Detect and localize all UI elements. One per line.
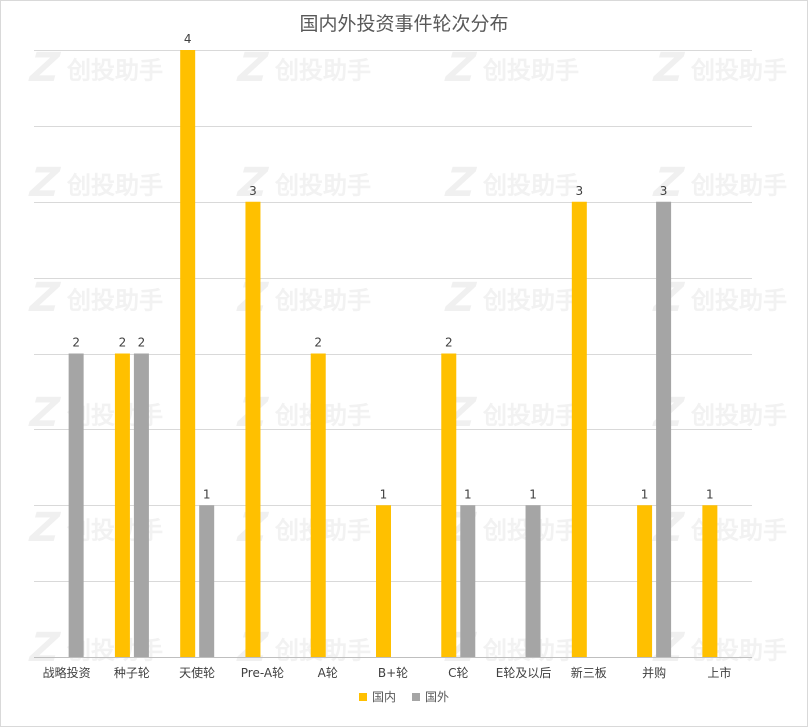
watermark-text: 创投助手 — [483, 286, 580, 315]
watermark-text: 创投助手 — [691, 401, 788, 430]
watermark-text: 创投助手 — [483, 171, 580, 200]
bar-domestic — [637, 505, 653, 657]
x-tick-label: E轮及以后 — [496, 666, 552, 680]
x-tick-label: 上市 — [707, 665, 731, 680]
watermark-tile: Z创投助手 — [440, 275, 580, 321]
watermark-tile: Z创投助手 — [440, 160, 580, 206]
bar-domestic — [441, 353, 457, 657]
x-tick-label: Pre-A轮 — [241, 666, 284, 680]
x-tick-label: 种子轮 — [114, 666, 150, 680]
watermark-text: 创投助手 — [691, 171, 788, 200]
x-tick-label: 新三板 — [571, 665, 607, 680]
data-label: 2 — [72, 336, 80, 350]
bar-foreign — [656, 201, 672, 657]
data-label: 2 — [138, 336, 146, 350]
data-label: 1 — [706, 487, 714, 501]
watermark-tile: Z创投助手 — [440, 45, 580, 91]
x-tick-label: 天使轮 — [179, 665, 215, 680]
bar-domestic — [571, 201, 587, 657]
watermark-text: 创投助手 — [483, 401, 580, 430]
watermark-tile: Z创投助手 — [232, 275, 372, 321]
legend-swatch — [358, 692, 367, 701]
watermark-tile: Z创投助手 — [440, 390, 580, 436]
bar-foreign — [133, 353, 149, 657]
legend-item: 国内 — [358, 688, 396, 705]
watermark-text: 创投助手 — [67, 56, 164, 85]
legend-label: 国外 — [425, 690, 450, 704]
legend: 国内 国外 — [0, 688, 808, 705]
watermark-tile: Z创投助手 — [24, 275, 164, 321]
data-label: 1 — [203, 487, 211, 501]
bar-domestic — [180, 50, 196, 657]
data-label: 3 — [575, 184, 583, 198]
bar-domestic — [310, 353, 326, 657]
data-label: 1 — [464, 487, 472, 501]
watermark-text: 创投助手 — [275, 171, 372, 200]
watermark-text: 创投助手 — [275, 286, 372, 315]
watermark-text: 创投助手 — [275, 56, 372, 85]
watermark-text: 创投助手 — [67, 286, 164, 315]
watermark-text: 创投助手 — [691, 286, 788, 315]
bar-foreign — [199, 505, 215, 657]
watermark-tile: Z创投助手 — [232, 45, 372, 91]
watermark-tile: Z创投助手 — [648, 160, 788, 206]
data-label: 3 — [249, 184, 257, 198]
x-tick-label: B+轮 — [378, 666, 408, 680]
bar-domestic — [702, 505, 718, 657]
x-tick-label: 并购 — [642, 665, 666, 680]
data-label: 3 — [660, 184, 668, 198]
watermark-tile: Z创投助手 — [648, 45, 788, 91]
data-label: 2 — [314, 336, 322, 350]
bar-foreign — [68, 353, 84, 657]
watermark-text: 创投助手 — [67, 171, 164, 200]
legend-label: 国内 — [371, 690, 396, 704]
bar-domestic — [245, 201, 261, 657]
bar-foreign — [525, 505, 541, 657]
data-label: 1 — [529, 487, 537, 501]
data-label: 2 — [445, 336, 453, 350]
watermark-tile: Z创投助手 — [648, 275, 788, 321]
watermark-text: 创投助手 — [691, 56, 788, 85]
watermark-text: 创投助手 — [483, 56, 580, 85]
data-label: 4 — [184, 32, 192, 46]
chart-title: 国内外投资事件轮次分布 — [299, 13, 509, 35]
bar-domestic — [114, 353, 130, 657]
legend-swatch — [412, 692, 420, 701]
x-tick-label: C轮 — [448, 666, 468, 680]
data-label: 1 — [380, 487, 388, 501]
watermark-tile: Z创投助手 — [24, 160, 164, 206]
x-tick-label: 战略投资 — [43, 665, 91, 680]
data-label: 1 — [641, 487, 649, 501]
data-label: 2 — [119, 336, 127, 350]
watermark-tile: Z创投助手 — [24, 45, 164, 91]
bar-domestic — [376, 505, 391, 657]
x-tick-label: A轮 — [318, 666, 338, 680]
legend-item: 国外 — [412, 688, 449, 705]
watermark-tile: Z创投助手 — [232, 160, 372, 206]
watermark-tile: Z创投助手 — [648, 390, 788, 436]
bar-foreign — [460, 505, 476, 657]
